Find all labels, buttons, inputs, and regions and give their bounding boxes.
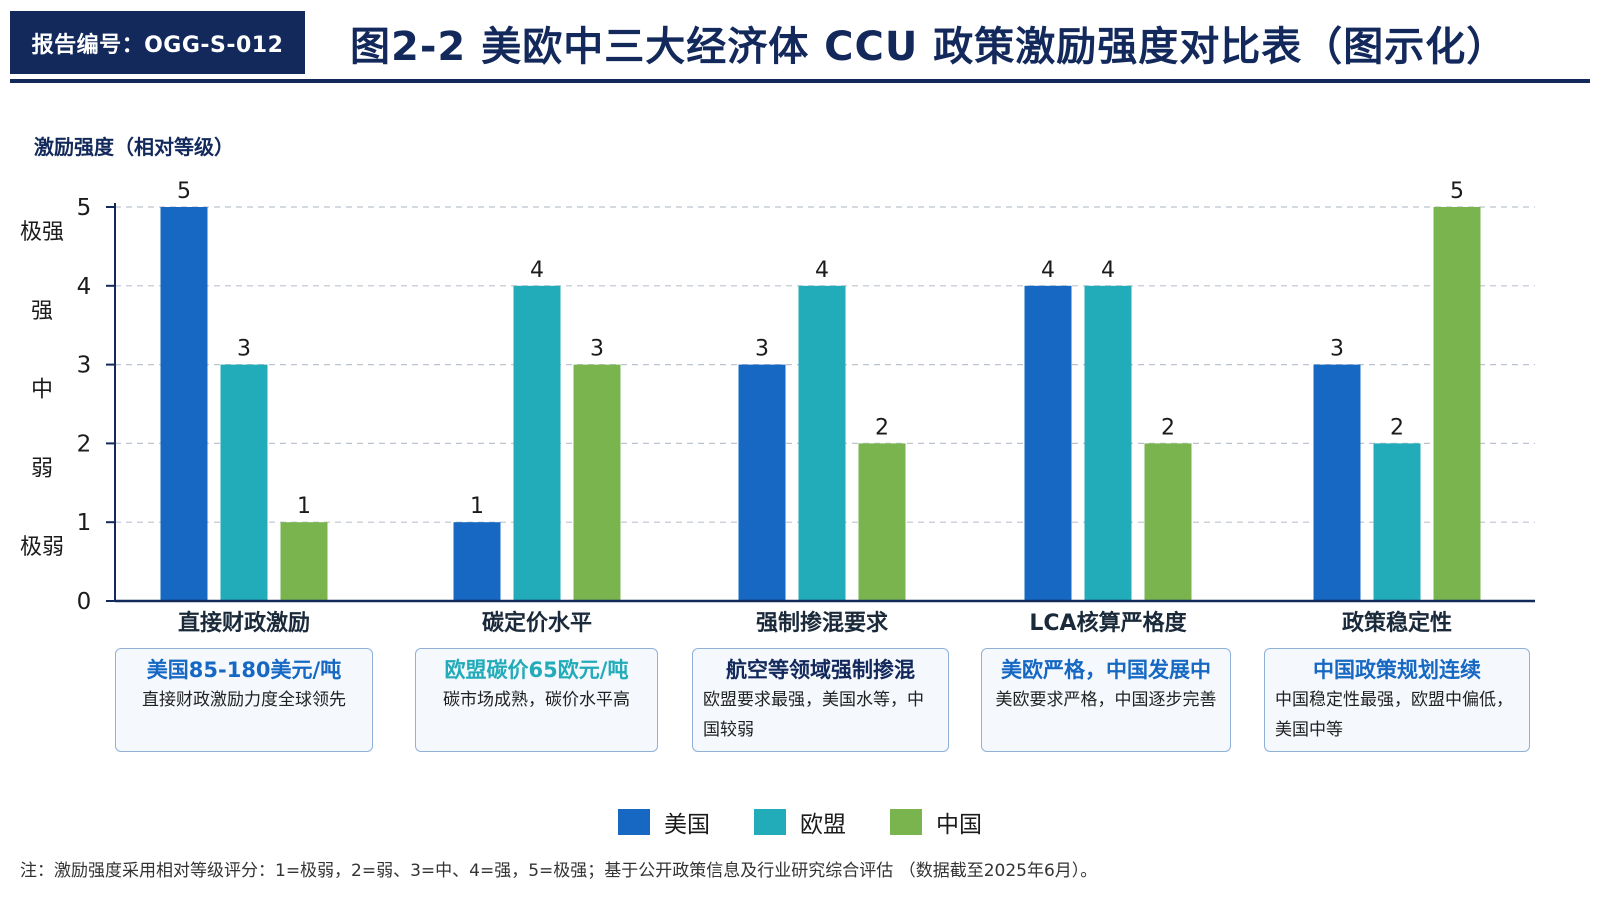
category-note-desc: 美欧要求严格，中国逐步完善 [995,690,1217,710]
bar-value-label-3-1: 4 [1101,258,1115,283]
category-note-desc: 中国稳定性最强，欧盟中偏低，美国中等 [1275,690,1513,740]
legend-item: 美国 [618,805,710,839]
category-note-box: 航空等领域强制掺混欧盟要求最强，美国水等，中国较弱 [692,648,949,752]
y-axis-title: 激励强度（相对等级） [34,135,234,159]
bar-value-label-4-1: 2 [1390,415,1404,440]
bar-value-label-3-2: 2 [1161,415,1175,440]
legend-swatch [754,809,786,835]
level-label-5: 极强 [20,220,64,245]
x-category-label-3: LCA核算严格度 [1029,610,1187,636]
bar-1-0 [453,522,501,601]
y-tick-label-3: 3 [77,353,92,379]
bar-value-label-1-0: 1 [470,494,484,519]
level-label-4: 强 [31,299,53,324]
y-tick-label-2: 2 [77,431,92,457]
legend-label: 美国 [664,812,710,838]
legend-label: 欧盟 [800,812,846,838]
bar-value-label-4-2: 5 [1450,179,1464,204]
bar-4-2 [1433,207,1481,601]
bar-value-label-2-2: 2 [875,415,889,440]
category-note-box: 美国85-180美元/吨直接财政激励力度全球领先 [115,648,373,752]
legend-item: 中国 [890,805,982,839]
page-title: 图2-2 美欧中三大经济体 CCU 政策激励强度对比表（图示化） [350,24,1508,70]
legend: 美国 欧盟 中国 [0,805,1600,839]
x-category-label-0: 直接财政激励 [178,610,310,636]
y-tick-label-0: 0 [77,589,92,615]
bar-value-label-2-0: 3 [755,337,769,362]
bar-value-label-0-0: 5 [177,179,191,204]
bar-4-1 [1373,443,1421,601]
category-note-title: 中国政策规划连续 [1313,658,1481,682]
title-divider [10,79,1590,83]
bars-layer: 5 3 1 1 4 3 3 4 2 4 4 2 3 2 5 [160,179,1481,601]
bar-1-1 [513,285,561,601]
bar-2-2 [858,443,906,601]
level-label-1: 极弱 [20,535,64,560]
bar-value-label-1-2: 3 [590,337,604,362]
category-note-desc: 碳市场成熟，碳价水平高 [443,690,630,710]
x-category-label-2: 强制掺混要求 [756,610,888,636]
bar-value-label-0-2: 1 [297,494,311,519]
category-note-title: 航空等领域强制掺混 [726,658,915,682]
category-note-desc: 直接财政激励力度全球领先 [142,690,346,710]
category-note-box: 中国政策规划连续中国稳定性最强，欧盟中偏低，美国中等 [1264,648,1530,752]
category-note-title: 美欧严格，中国发展中 [1001,658,1211,682]
bar-0-2 [280,522,328,601]
bar-3-0 [1024,285,1072,601]
y-tick-label-1: 1 [77,510,92,536]
level-label-2: 弱 [31,456,53,481]
bar-value-label-2-1: 4 [815,258,829,283]
grid-layer [115,206,1535,523]
bar-value-label-1-1: 4 [530,258,544,283]
legend-swatch [618,809,650,835]
y-tick-label-5: 5 [77,195,92,221]
legend-item: 欧盟 [754,805,846,839]
legend-label: 中国 [936,812,982,838]
category-note-title: 欧盟碳价65欧元/吨 [444,658,629,682]
bar-value-label-3-0: 4 [1041,258,1055,283]
bar-0-1 [220,364,268,601]
bar-value-label-0-1: 3 [237,337,251,362]
bar-2-1 [798,285,846,601]
category-note-box: 美欧严格，中国发展中美欧要求严格，中国逐步完善 [981,648,1231,752]
x-category-label-4: 政策稳定性 [1342,610,1452,636]
level-label-3: 中 [31,378,53,403]
bar-4-0 [1313,364,1361,601]
legend-swatch [890,809,922,835]
category-note-box: 欧盟碳价65欧元/吨碳市场成熟，碳价水平高 [415,648,658,752]
y-tick-label-4: 4 [77,274,92,300]
bar-2-0 [738,364,786,601]
bar-3-1 [1084,285,1132,601]
footnote: 注：激励强度采用相对等级评分：1=极弱，2=弱、3=中、4=强，5=极强；基于公… [20,861,1098,881]
category-note-title: 美国85-180美元/吨 [146,658,342,682]
bar-chart: 激励强度（相对等级） 5 3 1 1 4 3 3 4 2 4 4 2 3 2 5 0 1 2 3 4 5 极强强中弱极弱… [20,135,1535,636]
report-id-badge: 报告编号：OGG-S-012 [10,11,305,74]
bar-value-label-4-0: 3 [1330,337,1344,362]
bar-1-2 [573,364,621,601]
x-category-label-1: 碳定价水平 [482,610,592,636]
bar-0-0 [160,207,208,601]
bar-3-2 [1144,443,1192,601]
category-note-desc: 欧盟要求最强，美国水等，中国较弱 [703,690,924,740]
